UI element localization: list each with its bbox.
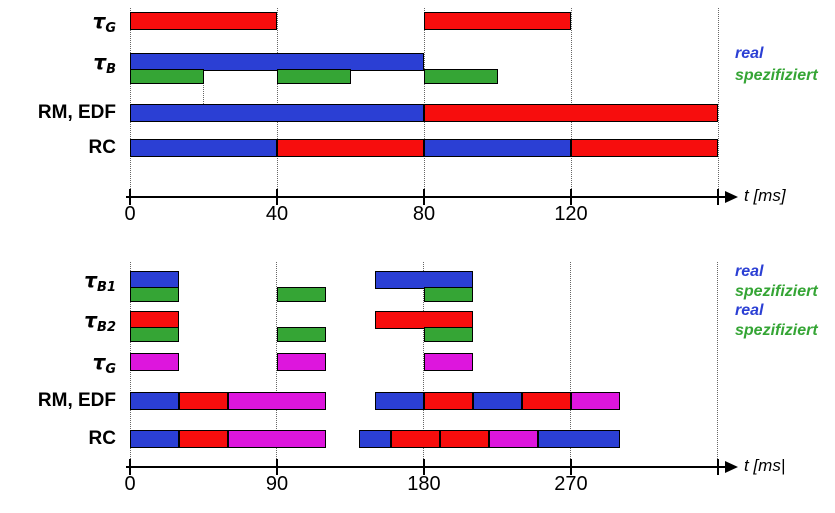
tau-B2-spec-bar	[130, 327, 179, 342]
legend-spezifiziert-label: spezifiziert	[735, 67, 818, 84]
gridline	[129, 8, 131, 197]
legend-real-label: real	[735, 263, 764, 280]
rc-bar	[358, 430, 392, 448]
row-label-rm-edf: RM, EDF	[37, 390, 116, 411]
axis-tick	[716, 459, 719, 475]
axis-tick	[570, 189, 572, 205]
row-label-tau-G: τG	[8, 8, 116, 36]
time-axis	[126, 196, 726, 198]
axis-tick	[423, 189, 425, 205]
rm-edf-bar	[374, 392, 424, 410]
time-axis	[126, 466, 726, 468]
axis-arrow-icon	[724, 461, 738, 473]
rc-bar	[489, 430, 539, 448]
tick-label: 40	[265, 203, 289, 225]
tau-subscript: G	[105, 21, 116, 36]
legend-real-label: real	[735, 302, 764, 319]
rm-edf-bar	[423, 392, 473, 410]
rc-bar	[424, 139, 571, 157]
rc-bar	[130, 139, 277, 157]
rc-bar	[130, 430, 179, 448]
gridline	[276, 8, 278, 197]
tick-label: 90	[265, 473, 289, 495]
gridline	[423, 8, 425, 197]
rm-edf-bar	[472, 392, 522, 410]
tick-label: 0	[124, 473, 136, 495]
tau-G-bar	[130, 353, 179, 371]
rm-edf-bar	[130, 104, 424, 122]
axis-tick	[275, 459, 278, 475]
gridline	[717, 8, 719, 197]
tau-B2-bar	[374, 311, 473, 329]
tau-symbol: τ	[92, 9, 106, 33]
tau-B-spec-bar	[130, 69, 204, 84]
rc-bar	[440, 430, 490, 448]
axis-tick	[129, 459, 131, 475]
legend-spezifiziert-label: spezifiziert	[735, 322, 818, 339]
row-label-rc: RC	[88, 428, 116, 449]
tau-B1-spec-bar	[276, 287, 326, 302]
tau-B-spec-bar	[277, 69, 351, 84]
rm-edf-bar	[227, 392, 326, 410]
row-label-tau-B2: τB2	[8, 307, 116, 335]
rm-edf-bar	[570, 392, 620, 410]
tau-G-bar	[423, 353, 473, 371]
row-label-rc: RC	[88, 137, 116, 158]
tau-B1-spec-bar	[423, 287, 473, 302]
axis-arrow-icon	[725, 191, 738, 203]
tau-B1-bar	[374, 271, 473, 289]
tick-label: 120	[554, 203, 588, 225]
gridline-minor	[203, 70, 204, 110]
axis-unit-label: t [ms]	[744, 186, 786, 205]
tau-symbol: τ	[92, 350, 106, 374]
tick-label: 180	[407, 473, 441, 495]
tick-label: 270	[554, 473, 588, 495]
rc-bar	[277, 139, 424, 157]
row-label-tau-B: τB	[8, 49, 116, 77]
tau-B2-spec-bar	[423, 327, 473, 342]
rc-bar	[538, 430, 620, 448]
rc-bar	[391, 430, 441, 448]
legend-real-label: real	[735, 45, 764, 62]
tau-B2-spec-bar	[276, 327, 326, 342]
tau-symbol: τ	[84, 308, 98, 332]
row-label-tau-B1: τB1	[8, 267, 116, 295]
rm-edf-bar	[424, 104, 718, 122]
gridline	[570, 262, 572, 467]
axis-unit-label: t [ms|	[743, 456, 786, 475]
axis-tick	[276, 189, 278, 205]
tick-label: 0	[124, 203, 136, 225]
legend-spezifiziert-label: spezifiziert	[735, 283, 818, 300]
tick-label: 80	[412, 203, 436, 225]
tau-G-bar	[424, 12, 571, 30]
axis-tick	[129, 189, 131, 205]
axis-tick	[717, 189, 719, 205]
gridline	[717, 262, 719, 467]
tau-subscript: B	[106, 62, 116, 77]
rm-edf-bar	[521, 392, 571, 410]
panel-top-schedule: τG τB RM, EDF RC 0 40 80 120 t [ms] real spezifizi…	[0, 0, 835, 240]
tau-subscript: B2	[97, 320, 116, 335]
tau-symbol: τ	[84, 268, 98, 292]
tau-G-bar	[276, 353, 326, 371]
rc-bar	[227, 430, 326, 448]
rc-bar	[178, 430, 228, 448]
tau-B-spec-bar	[424, 69, 498, 84]
tau-B1-spec-bar	[130, 287, 179, 302]
axis-tick	[569, 459, 572, 475]
rm-edf-bar	[178, 392, 228, 410]
rm-edf-bar	[130, 392, 179, 410]
axis-tick	[422, 459, 425, 475]
tau-G-bar	[130, 12, 277, 30]
gridline	[570, 8, 572, 197]
tau-symbol: τ	[93, 50, 107, 74]
row-label-rm-edf: RM, EDF	[37, 102, 116, 123]
tau-subscript: B1	[97, 280, 116, 295]
row-label-tau-G: τG	[8, 349, 116, 377]
rc-bar	[571, 139, 718, 157]
tau-subscript: G	[105, 362, 116, 377]
